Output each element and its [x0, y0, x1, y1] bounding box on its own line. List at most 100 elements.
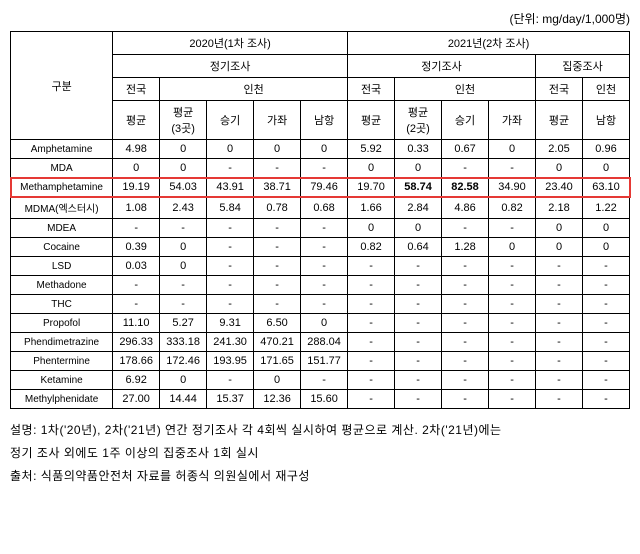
cell: 19.19: [113, 178, 160, 197]
row-label: Cocaine: [11, 238, 113, 257]
cell: 54.03: [160, 178, 207, 197]
cell: -: [536, 371, 583, 390]
cell: 241.30: [207, 333, 254, 352]
cell: 11.10: [113, 314, 160, 333]
cell: -: [348, 257, 395, 276]
cell: 151.77: [301, 352, 348, 371]
cell: -: [583, 390, 630, 409]
table-row: Amphetamine4.9800005.920.330.6702.050.96: [11, 140, 630, 159]
cell: 172.46: [160, 352, 207, 371]
table-row: Methylphenidate27.0014.4415.3712.3615.60…: [11, 390, 630, 409]
th-seunggi: 승기: [442, 101, 489, 140]
cell: -: [395, 314, 442, 333]
cell: 0: [254, 140, 301, 159]
note-line3: 출처: 식품의약품안전처 자료를 허종식 의원실에서 재구성: [10, 465, 630, 488]
data-table: 구분 2020년(1차 조사) 2021년(2차 조사) 정기조사 정기조사 집…: [10, 31, 630, 409]
cell: -: [207, 159, 254, 178]
th-incheon: 인천: [395, 78, 536, 101]
th-avg: 평균: [536, 101, 583, 140]
cell: 0: [207, 140, 254, 159]
th-avg: 평균: [348, 101, 395, 140]
cell: 0.64: [395, 238, 442, 257]
th-seunggi: 승기: [207, 101, 254, 140]
cell: -: [301, 159, 348, 178]
cell: 0: [583, 238, 630, 257]
cell: -: [583, 314, 630, 333]
table-row: Methadone-----------: [11, 276, 630, 295]
th-avg3: 평균 (3곳): [160, 101, 207, 140]
cell: -: [301, 276, 348, 295]
cell: -: [254, 159, 301, 178]
cell: 0: [395, 219, 442, 238]
cell: 79.46: [301, 178, 348, 197]
cell: 0.33: [395, 140, 442, 159]
cell: 0: [301, 314, 348, 333]
cell: 0: [583, 219, 630, 238]
cell: -: [207, 371, 254, 390]
cell: 1.66: [348, 197, 395, 219]
cell: -: [395, 352, 442, 371]
cell: 0: [395, 159, 442, 178]
th-namhang: 남항: [301, 101, 348, 140]
cell: 0: [160, 159, 207, 178]
th-avg2: 평균 (2곳): [395, 101, 442, 140]
cell: -: [301, 238, 348, 257]
row-label: Amphetamine: [11, 140, 113, 159]
cell: -: [113, 276, 160, 295]
cell: -: [113, 295, 160, 314]
cell: 296.33: [113, 333, 160, 352]
cell: -: [489, 276, 536, 295]
row-label: MDMA(엑스터시): [11, 197, 113, 219]
cell: -: [489, 219, 536, 238]
th-gajwa: 가좌: [254, 101, 301, 140]
row-label: Methylphenidate: [11, 390, 113, 409]
cell: -: [395, 333, 442, 352]
cell: 171.65: [254, 352, 301, 371]
table-body: Amphetamine4.9800005.920.330.6702.050.96…: [11, 140, 630, 409]
cell: -: [583, 257, 630, 276]
cell: -: [207, 219, 254, 238]
cell: 34.90: [489, 178, 536, 197]
table-header: 구분 2020년(1차 조사) 2021년(2차 조사) 정기조사 정기조사 집…: [11, 32, 630, 140]
cell: 1.22: [583, 197, 630, 219]
cell: -: [489, 352, 536, 371]
table-row: Phentermine178.66172.46193.95171.65151.7…: [11, 352, 630, 371]
cell: 0.82: [348, 238, 395, 257]
row-label: MDA: [11, 159, 113, 178]
row-label: MDEA: [11, 219, 113, 238]
cell: -: [583, 371, 630, 390]
cell: -: [442, 276, 489, 295]
cell: 0: [536, 159, 583, 178]
cell: 15.60: [301, 390, 348, 409]
cell: 14.44: [160, 390, 207, 409]
cell: 0: [536, 238, 583, 257]
cell: -: [583, 295, 630, 314]
cell: -: [348, 295, 395, 314]
cell: -: [536, 333, 583, 352]
cell: 2.05: [536, 140, 583, 159]
cell: 2.84: [395, 197, 442, 219]
cell: 9.31: [207, 314, 254, 333]
cell: 43.91: [207, 178, 254, 197]
cell: -: [583, 333, 630, 352]
th-regular-2021: 정기조사: [348, 55, 536, 78]
cell: 0: [254, 371, 301, 390]
cell: -: [395, 371, 442, 390]
th-intensive: 집중조사: [536, 55, 630, 78]
cell: 38.71: [254, 178, 301, 197]
cell: 0: [160, 257, 207, 276]
cell: -: [301, 257, 348, 276]
cell: -: [348, 390, 395, 409]
cell: -: [489, 295, 536, 314]
th-national: 전국: [113, 78, 160, 101]
unit-label: (단위: mg/day/1,000명): [10, 10, 630, 27]
th-regular-2020: 정기조사: [113, 55, 348, 78]
cell: -: [113, 219, 160, 238]
cell: 5.27: [160, 314, 207, 333]
table-row: LSD0.030---------: [11, 257, 630, 276]
cell: -: [301, 371, 348, 390]
cell: -: [254, 257, 301, 276]
cell: 82.58: [442, 178, 489, 197]
cell: 0: [489, 140, 536, 159]
cell: -: [583, 352, 630, 371]
